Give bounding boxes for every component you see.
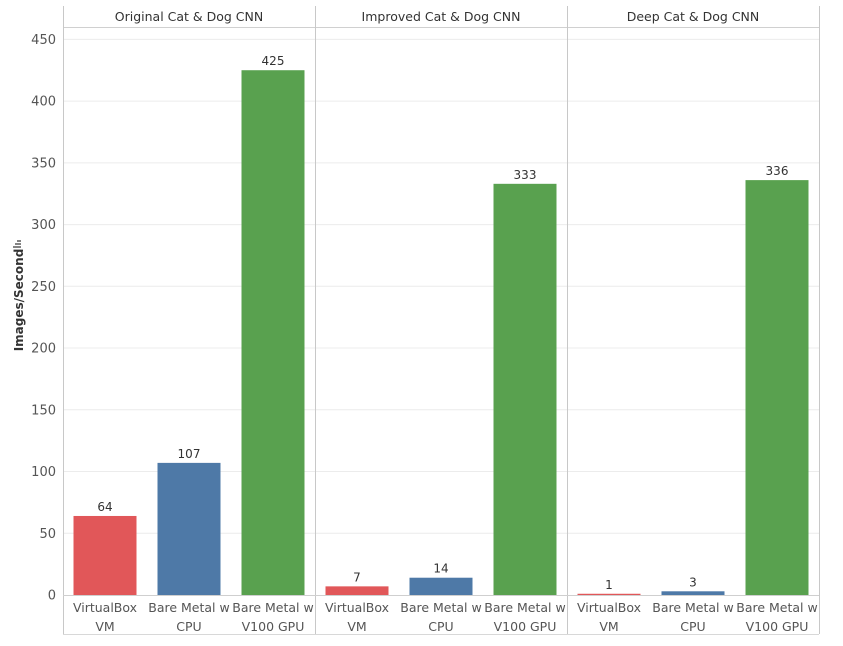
- x-category-label: VirtualBox: [73, 600, 137, 615]
- y-tick-label: 450: [31, 33, 56, 48]
- x-category-label: Bare Metal w: [148, 600, 229, 615]
- bar: [409, 577, 473, 595]
- x-category-label: VirtualBox: [325, 600, 389, 615]
- panel-title: Improved Cat & Dog CNN: [362, 9, 521, 24]
- x-category-label: CPU: [428, 619, 453, 634]
- x-category-label: Bare Metal w: [484, 600, 565, 615]
- x-category-label: V100 GPU: [746, 619, 809, 634]
- x-category-label: VirtualBox: [577, 600, 641, 615]
- y-tick-label: 150: [31, 403, 56, 418]
- bar: [325, 586, 389, 595]
- x-category-label: CPU: [680, 619, 705, 634]
- bar-value-label: 3: [689, 575, 697, 589]
- bar-value-label: 7: [353, 570, 361, 584]
- bar-value-label: 14: [433, 562, 448, 576]
- y-tick-label: 200: [31, 342, 56, 357]
- x-category-label: CPU: [176, 619, 201, 634]
- bar: [73, 515, 137, 595]
- x-category-label: VM: [599, 619, 618, 634]
- bar: [745, 180, 809, 595]
- x-category-label: V100 GPU: [494, 619, 557, 634]
- y-tick-label: 300: [31, 218, 56, 233]
- y-tick-label: 250: [31, 280, 56, 295]
- bar: [493, 183, 557, 596]
- bar: [157, 462, 221, 595]
- bar: [661, 591, 725, 595]
- x-category-label: Bare Metal w: [736, 600, 817, 615]
- bar-value-label: 333: [514, 168, 537, 182]
- y-tick-label: 400: [31, 95, 56, 110]
- y-tick-label: 350: [31, 156, 56, 171]
- x-category-label: Bare Metal w: [652, 600, 733, 615]
- panel-title: Deep Cat & Dog CNN: [627, 9, 760, 24]
- y-axis-title: Images/Second: [12, 249, 26, 352]
- y-tick-label: 100: [31, 465, 56, 480]
- bar-value-label: 107: [178, 447, 201, 461]
- bar: [577, 593, 641, 595]
- x-category-label: Bare Metal w: [232, 600, 313, 615]
- y-tick-label: 50: [39, 527, 56, 542]
- x-category-label: VM: [95, 619, 114, 634]
- y-tick-label: 0: [48, 589, 56, 604]
- bar: [241, 70, 305, 595]
- x-category-label: Bare Metal w: [400, 600, 481, 615]
- x-category-label: V100 GPU: [242, 619, 305, 634]
- x-category-label: VM: [347, 619, 366, 634]
- bar-value-label: 64: [97, 500, 112, 514]
- bar-value-label: 1: [605, 578, 613, 592]
- bar-value-label: 336: [766, 164, 789, 178]
- panel-title: Original Cat & Dog CNN: [115, 9, 263, 24]
- bar-value-label: 425: [262, 54, 285, 68]
